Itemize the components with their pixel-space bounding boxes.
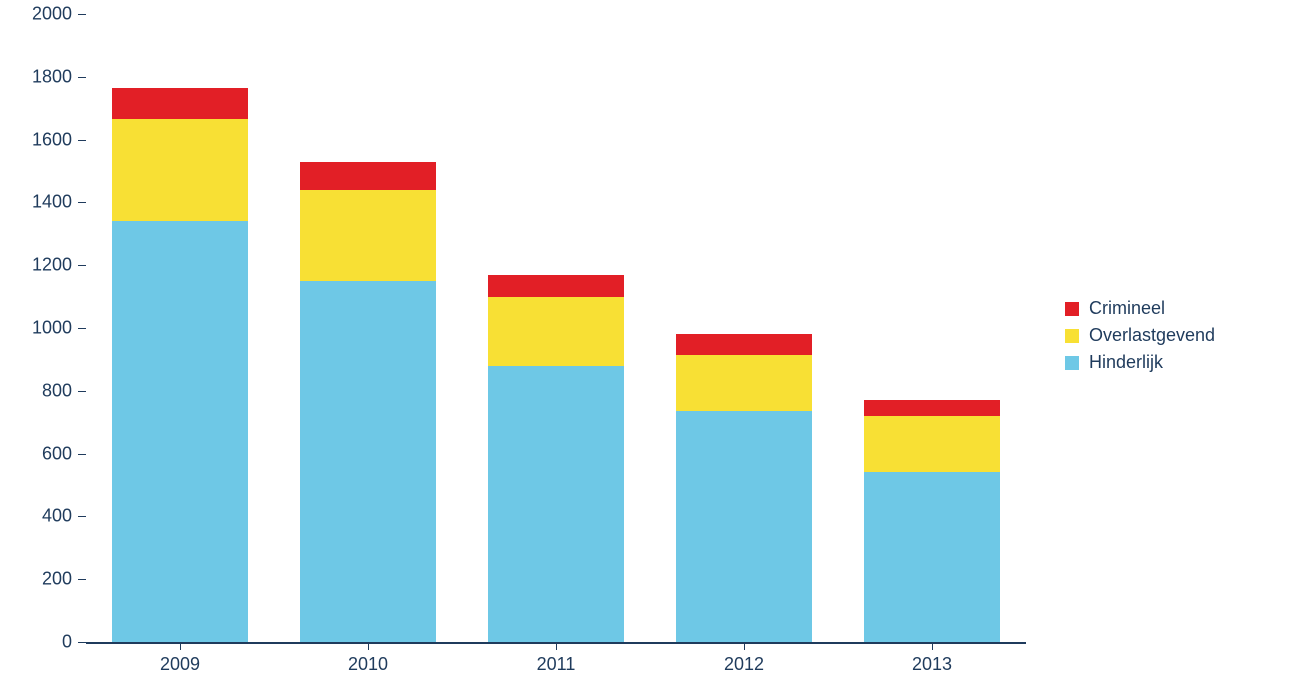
x-tick-label: 2013 [912, 654, 952, 675]
bar-segment-overlastgevend [488, 297, 623, 366]
y-tick-label: 200 [0, 569, 72, 590]
x-tick-label: 2010 [348, 654, 388, 675]
y-tick-label: 1000 [0, 318, 72, 339]
y-tick-label: 400 [0, 506, 72, 527]
legend-label-hinderlijk: Hinderlijk [1089, 352, 1163, 373]
x-tick-label: 2011 [537, 654, 576, 675]
y-tick-label: 800 [0, 380, 72, 401]
bar-segment-overlastgevend [112, 119, 247, 221]
bar-segment-crimineel [112, 88, 247, 119]
x-tick-label: 2012 [724, 654, 764, 675]
bar-segment-overlastgevend [864, 416, 999, 473]
y-tick [78, 14, 86, 15]
y-tick [78, 77, 86, 78]
bar-segment-hinderlijk [488, 366, 623, 642]
y-tick-label: 1200 [0, 255, 72, 276]
legend-label-crimineel: Crimineel [1089, 298, 1165, 319]
x-tick [556, 642, 557, 650]
y-tick [78, 391, 86, 392]
y-tick-label: 600 [0, 443, 72, 464]
y-tick [78, 642, 86, 643]
x-tick [180, 642, 181, 650]
bar-segment-overlastgevend [300, 190, 435, 281]
y-tick-label: 1600 [0, 129, 72, 150]
legend-swatch-hinderlijk [1065, 356, 1079, 370]
bar-segment-overlastgevend [676, 355, 811, 412]
bar-segment-crimineel [488, 275, 623, 297]
x-tick-label: 2009 [160, 654, 200, 675]
bar-segment-hinderlijk [676, 411, 811, 642]
legend-swatch-crimineel [1065, 302, 1079, 316]
y-tick [78, 516, 86, 517]
legend-item-crimineel: Crimineel [1065, 298, 1215, 319]
x-tick [744, 642, 745, 650]
x-tick [368, 642, 369, 650]
bar-segment-crimineel [300, 162, 435, 190]
bar-segment-hinderlijk [864, 472, 999, 642]
y-tick-label: 1400 [0, 192, 72, 213]
legend-swatch-overlastgevend [1065, 329, 1079, 343]
y-tick [78, 202, 86, 203]
y-tick [78, 454, 86, 455]
bar-segment-hinderlijk [300, 281, 435, 642]
stacked-bar-chart: Crimineel Overlastgevend Hinderlijk 0 200 40… [0, 0, 1299, 696]
bar-segment-crimineel [864, 400, 999, 416]
legend: Crimineel Overlastgevend Hinderlijk [1065, 298, 1215, 379]
y-tick [78, 140, 86, 141]
x-tick [932, 642, 933, 650]
y-tick-label: 1800 [0, 66, 72, 87]
y-tick-label: 0 [0, 632, 72, 653]
legend-item-overlastgevend: Overlastgevend [1065, 325, 1215, 346]
y-tick [78, 265, 86, 266]
legend-item-hinderlijk: Hinderlijk [1065, 352, 1215, 373]
bar-segment-crimineel [676, 334, 811, 354]
y-tick-label: 2000 [0, 4, 72, 25]
legend-label-overlastgevend: Overlastgevend [1089, 325, 1215, 346]
bar-segment-hinderlijk [112, 221, 247, 642]
y-tick [78, 579, 86, 580]
y-tick [78, 328, 86, 329]
